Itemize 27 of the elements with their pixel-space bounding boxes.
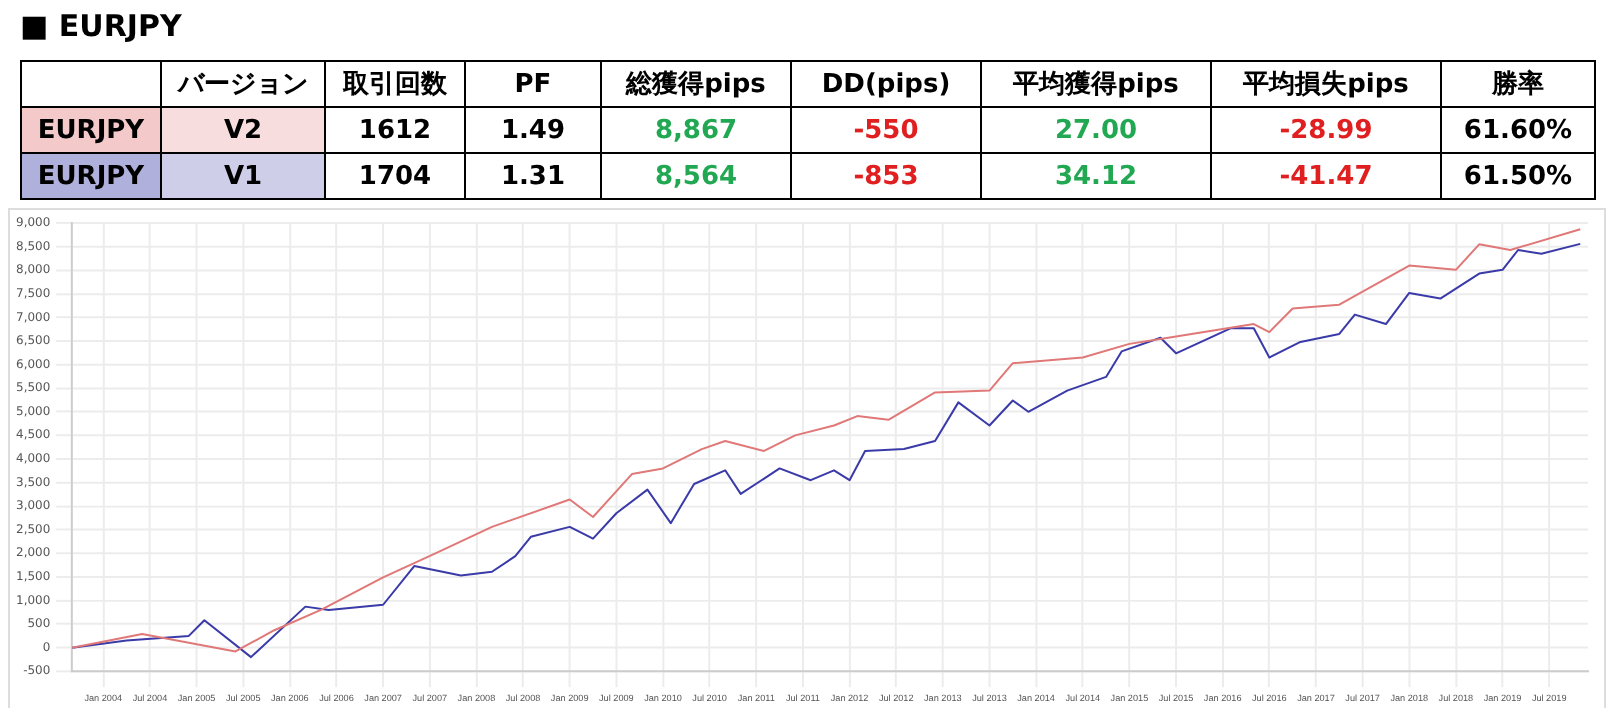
- text: V1: [223, 161, 263, 191]
- text: -853: [853, 161, 919, 191]
- text: 8,564: [654, 161, 738, 191]
- category-label: DD(pips): [791, 61, 981, 107]
- text: 1704: [358, 161, 432, 191]
- text: EURJPY: [37, 161, 145, 191]
- text: 34.12: [1054, 161, 1138, 191]
- category-label: 平均獲得pips: [981, 61, 1211, 107]
- text: EURJPY: [37, 115, 145, 145]
- category-label: 総獲得pips: [601, 61, 791, 107]
- text: ■ EURJPY: [20, 8, 184, 44]
- category-label: 平均損失pips: [1211, 61, 1441, 107]
- text: -41.47: [1279, 161, 1373, 191]
- text: V2: [223, 115, 263, 145]
- text: 27.00: [1054, 115, 1138, 145]
- text: 1.31: [500, 161, 566, 191]
- category-label: 勝率: [1441, 61, 1595, 107]
- text: -550: [853, 115, 919, 145]
- text: -28.99: [1279, 115, 1373, 145]
- text: 61.60%: [1463, 115, 1573, 145]
- category-label: PF: [465, 61, 601, 107]
- text: 1.49: [500, 115, 566, 145]
- text: 61.50%: [1463, 161, 1573, 191]
- category-label: バージョン: [161, 61, 325, 107]
- category-label: 取引回数: [325, 61, 465, 107]
- text: 8,867: [654, 115, 738, 145]
- text: 1612: [358, 115, 432, 145]
